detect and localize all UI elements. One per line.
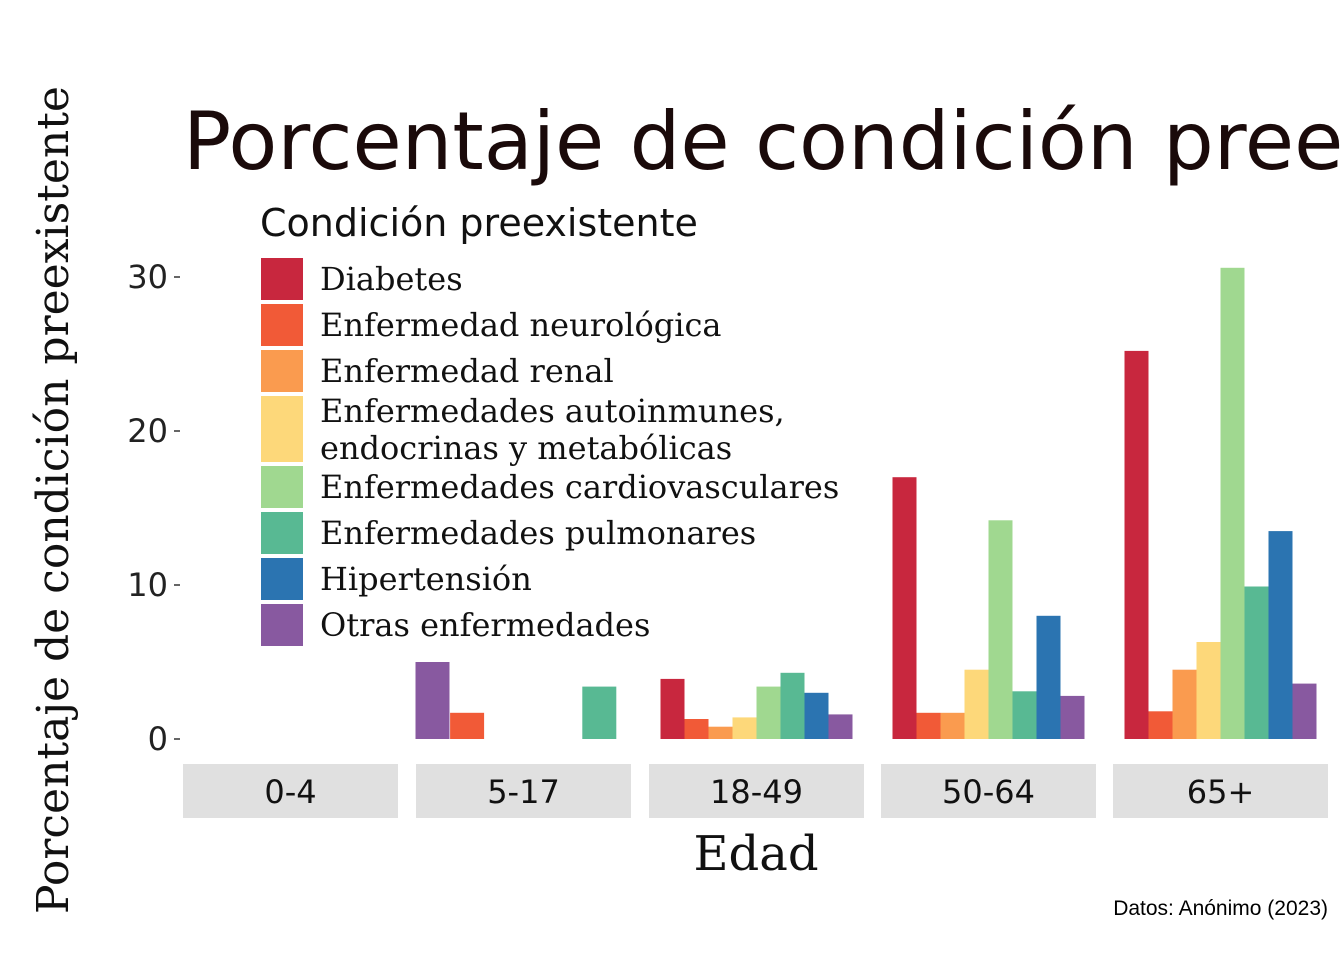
legend-item: Diabetes (261, 258, 463, 300)
bar (708, 726, 733, 739)
y-tick-label: 0 (148, 720, 168, 758)
legend-label: Hipertensión (320, 560, 532, 598)
bar (916, 712, 941, 739)
bar (1196, 642, 1221, 739)
bar (684, 719, 709, 739)
y-tick-label: 10 (127, 566, 168, 604)
y-axis: 0 10 20 30 (127, 258, 180, 758)
legend-item: Enfermedad neurológica (261, 304, 721, 346)
legend-swatch (261, 604, 303, 646)
legend-label: Otras enfermedades (320, 606, 650, 644)
facet-strip (416, 764, 631, 818)
bar (756, 686, 781, 739)
facet-strip (1113, 764, 1328, 818)
legend-swatch (261, 304, 303, 346)
legend-swatch (261, 350, 303, 392)
facet-strip-label: 50-64 (942, 773, 1035, 811)
legend-title: Condición preexistente (260, 201, 698, 245)
legend-item: Hipertensión (261, 558, 532, 600)
bar (1292, 683, 1317, 739)
caption: Datos: Anónimo (2023) (1113, 897, 1328, 920)
facet-strip (183, 764, 398, 818)
bar (1268, 531, 1293, 739)
legend-label: Diabetes (320, 260, 463, 298)
legend-label: Enfermedades autoinmunes, (320, 392, 785, 430)
facet-panel-5-17: 5-17 (416, 686, 631, 818)
legend-swatch (261, 466, 303, 508)
facet-strip-label: 0-4 (264, 773, 316, 811)
facet-strip-label: 18-49 (710, 773, 803, 811)
facet-strip (649, 764, 864, 818)
legend-swatch (261, 512, 303, 554)
legend-swatch (261, 396, 303, 462)
y-tick-label: 30 (127, 258, 168, 296)
chart-title: Porcentaje de condición preexistente por… (183, 95, 1344, 188)
facet-strip-label: 5-17 (487, 773, 560, 811)
bar (450, 712, 485, 739)
bar (1220, 267, 1245, 739)
bar (1124, 350, 1149, 739)
facet-panel-0-4: 0-4 (183, 662, 450, 818)
facet-panels: 0-4 5-17 18-49 50-64 65+ (183, 267, 1328, 818)
legend-label: endocrinas y metabólicas (320, 429, 732, 467)
bar (1244, 586, 1269, 739)
legend-item: Enfermedad renal (261, 350, 614, 392)
bar (828, 714, 853, 739)
bar (964, 669, 989, 739)
legend-swatch (261, 258, 303, 300)
facet-panel-65+: 65+ (1113, 267, 1328, 818)
bar (940, 712, 965, 739)
legend-label: Enfermedades cardiovasculares (320, 468, 839, 506)
x-axis-label: Edad (693, 826, 818, 882)
legend-label: Enfermedad renal (320, 352, 614, 390)
y-tick-label: 20 (127, 412, 168, 450)
bar (660, 678, 685, 739)
legend-item: Enfermedades cardiovasculares (261, 466, 839, 508)
bar (415, 662, 450, 739)
facet-strip (881, 764, 1096, 818)
legend-label: Enfermedad neurológica (320, 306, 721, 344)
bar (780, 672, 805, 739)
legend-item: Enfermedades autoinmunes,endocrinas y me… (261, 392, 785, 467)
bar (1012, 691, 1037, 739)
bar (804, 692, 829, 739)
bar (732, 717, 757, 739)
facet-panel-18-49: 18-49 (649, 672, 864, 818)
legend-swatch (261, 558, 303, 600)
facet-strip-label: 65+ (1187, 773, 1255, 811)
facet-panel-50-64: 50-64 (881, 477, 1096, 818)
bar (1148, 711, 1173, 739)
legend-label: Enfermedades pulmonares (320, 514, 756, 552)
bar (1036, 615, 1061, 739)
bar (1172, 669, 1197, 739)
bar (892, 477, 917, 739)
bar (1060, 695, 1085, 739)
legend-item: Otras enfermedades (261, 604, 650, 646)
bar (582, 686, 617, 739)
legend: Condición preexistente Diabetes Enfermedad… (260, 201, 839, 646)
y-axis-label: Porcentaje de condición preexistente (28, 86, 79, 914)
bar (988, 520, 1013, 739)
legend-item: Enfermedades pulmonares (261, 512, 756, 554)
